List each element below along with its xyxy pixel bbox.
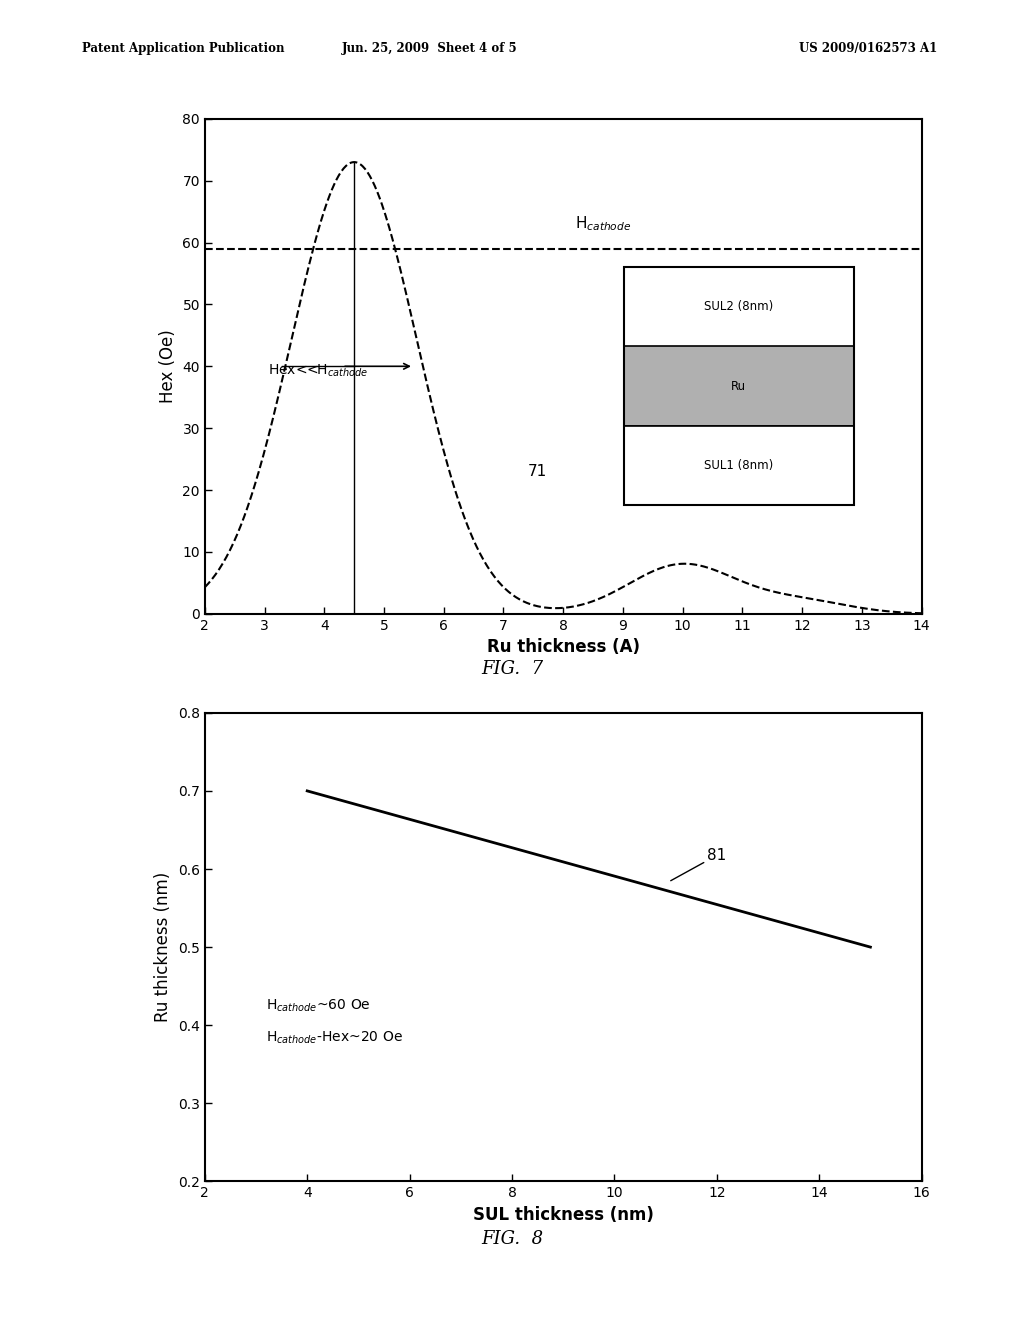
Text: Jun. 25, 2009  Sheet 4 of 5: Jun. 25, 2009 Sheet 4 of 5 [342, 42, 518, 55]
Text: 71: 71 [527, 465, 547, 479]
Text: Ru: Ru [731, 380, 746, 392]
Bar [624, 267, 853, 504]
Text: H$_{cathode}$-Hex~20 Oe: H$_{cathode}$-Hex~20 Oe [266, 1030, 403, 1045]
Y-axis label: Hex (Oe): Hex (Oe) [159, 330, 177, 403]
X-axis label: Ru thickness (A): Ru thickness (A) [486, 638, 640, 656]
Bar [624, 267, 853, 346]
Text: US 2009/0162573 A1: US 2009/0162573 A1 [799, 42, 937, 55]
Text: H$_{cathode}$: H$_{cathode}$ [575, 215, 632, 234]
Bar [624, 425, 853, 504]
Text: SUL1 (8nm): SUL1 (8nm) [705, 459, 773, 471]
Text: H$_{cathode}$~60 Oe: H$_{cathode}$~60 Oe [266, 998, 371, 1014]
Text: FIG.  7: FIG. 7 [481, 660, 543, 678]
Bar [624, 346, 853, 425]
Text: 81: 81 [671, 849, 726, 880]
Y-axis label: Ru thickness (nm): Ru thickness (nm) [155, 873, 172, 1022]
X-axis label: SUL thickness (nm): SUL thickness (nm) [473, 1205, 653, 1224]
Text: FIG.  8: FIG. 8 [481, 1230, 543, 1249]
Text: Hex<<H$_{cathode}$: Hex<<H$_{cathode}$ [267, 362, 368, 379]
Text: Patent Application Publication: Patent Application Publication [82, 42, 285, 55]
Text: SUL2 (8nm): SUL2 (8nm) [705, 301, 773, 313]
